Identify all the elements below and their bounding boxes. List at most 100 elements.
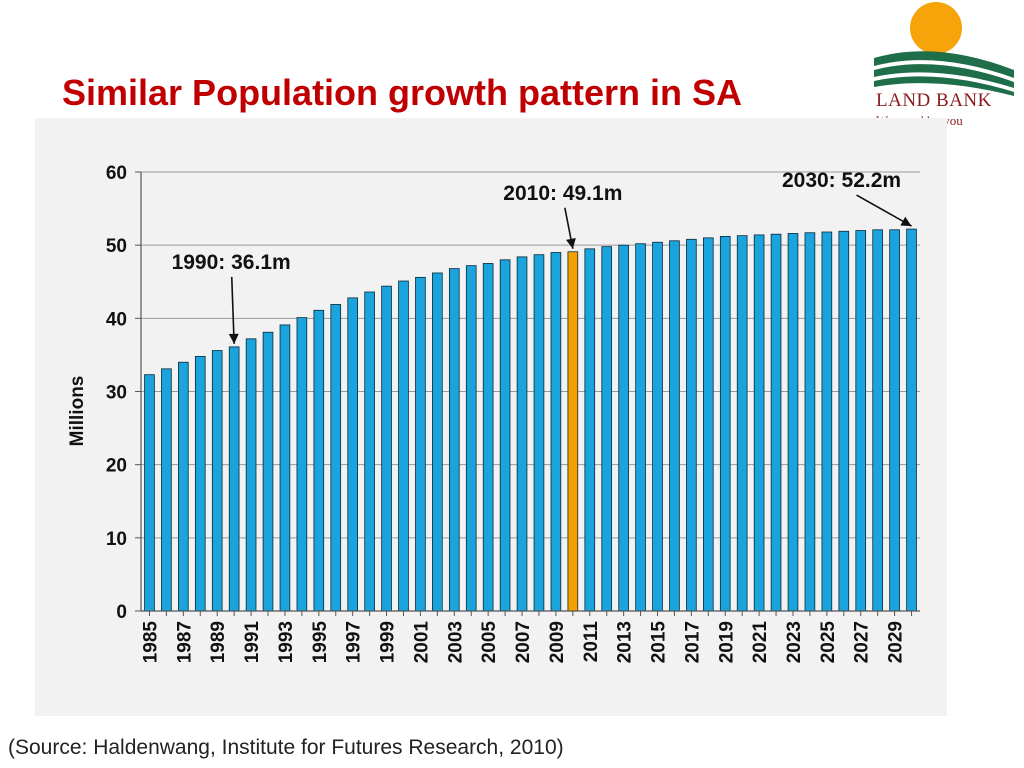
x-tick-label: 1997 (344, 621, 365, 663)
logo-stripe (874, 51, 1014, 78)
bar-2028 (872, 229, 883, 612)
bar-1990 (228, 346, 240, 612)
bar-2013 (618, 244, 629, 612)
chart-panel: 0 10 20 30 40 50 60 1985 1987 1989 1991 1993 1995 199… (35, 118, 947, 716)
annotation-label: 2010: 49.1m (503, 182, 622, 205)
bar-2005 (482, 263, 494, 612)
x-tick-label: 2015 (649, 621, 670, 664)
annotation-arrowhead (228, 333, 239, 344)
bar-1991 (245, 338, 257, 612)
bar-1988 (194, 355, 206, 612)
x-tick-label: 1987 (174, 621, 195, 663)
bar-2021 (753, 234, 765, 612)
bar-2017 (686, 238, 697, 612)
bar-2007 (516, 256, 528, 612)
bar-1999 (381, 285, 392, 612)
bar-2001 (415, 276, 426, 612)
bar-1997 (347, 297, 358, 612)
bar-2027 (855, 230, 867, 612)
x-tick-label: 1991 (242, 621, 263, 664)
bar-1993 (279, 324, 291, 612)
bar-2022 (770, 233, 782, 612)
y-tick-label: 0 (116, 602, 127, 623)
bar-2009 (550, 252, 562, 612)
x-tick-label: 2007 (513, 621, 534, 663)
bar-2002 (432, 272, 443, 612)
population-bar-chart: 0 10 20 30 40 50 60 1985 1987 1989 1991 1993 1995 199… (67, 163, 920, 663)
y-tick-label: 40 (106, 309, 127, 330)
logo-sun-icon (910, 2, 962, 54)
axes (135, 171, 920, 616)
x-tick-label: 2021 (750, 621, 771, 664)
tick-labels: 0 10 20 30 40 50 60 1985 1987 1989 1991 1993 1995 199… (106, 163, 907, 663)
x-tick-label: 2011 (581, 621, 602, 663)
y-tick-label: 10 (106, 529, 127, 550)
bar-series (144, 228, 917, 612)
bar-2016 (669, 240, 680, 612)
x-tick-label: 1989 (208, 621, 229, 663)
logo-stripe (874, 64, 1014, 88)
annotation-arrow (856, 194, 912, 227)
y-tick-label: 30 (106, 383, 127, 404)
bar-1987 (178, 361, 189, 612)
source-note: (Source: Haldenwang, Institute for Futur… (8, 736, 564, 759)
bar-2011 (584, 248, 596, 612)
bar-2019 (719, 235, 731, 612)
x-tick-label: 2005 (479, 621, 500, 664)
bar-2015 (652, 241, 663, 612)
bar-1995 (313, 309, 325, 612)
bar-1998 (364, 291, 375, 612)
bar-2020 (736, 235, 748, 612)
bar-2014 (635, 243, 646, 612)
bar-1989 (211, 350, 223, 612)
bar-1985 (144, 374, 155, 612)
bar-2030 (906, 228, 917, 612)
bar-2010 (567, 251, 579, 612)
annotation-arrowhead (566, 237, 576, 249)
annotation-label: 1990: 36.1m (172, 251, 291, 274)
x-tick-label: 2025 (818, 621, 839, 664)
y-tick-label: 60 (106, 163, 127, 184)
x-tick-label: 1999 (378, 621, 399, 663)
x-tick-label: 2019 (716, 621, 737, 663)
y-tick-label: 20 (106, 456, 127, 477)
grid-lines (141, 171, 920, 539)
x-tick-label: 1993 (276, 621, 297, 663)
x-tick-label: 2013 (615, 621, 636, 663)
bar-2003 (448, 268, 460, 612)
land-bank-logo: LAND BANK We stand by you (866, 0, 1024, 132)
y-axis-label: Millions (67, 376, 88, 447)
bar-2006 (499, 259, 511, 612)
y-tick-label: 50 (106, 236, 127, 257)
x-tick-label: 2001 (411, 621, 432, 664)
bar-2008 (533, 254, 545, 612)
slide-title: Similar Population growth pattern in SA (62, 72, 743, 113)
bar-2004 (465, 265, 477, 612)
logo-name: LAND BANK (876, 90, 992, 111)
x-tick-label: 2027 (852, 621, 873, 663)
annotations: 1990: 36.1m 2010: 49.1m 2030: 52.2m (172, 169, 912, 344)
annotation-arrow (230, 276, 235, 344)
bar-1992 (262, 331, 274, 612)
bar-2026 (838, 230, 850, 612)
x-tick-label: 1995 (310, 621, 331, 664)
bar-2025 (821, 231, 833, 612)
bar-2018 (703, 237, 714, 612)
bar-2029 (889, 229, 900, 612)
bar-2012 (601, 246, 613, 612)
annotation-label: 2030: 52.2m (782, 169, 901, 192)
bar-2024 (804, 232, 816, 612)
x-tick-label: 2023 (784, 621, 805, 663)
x-tick-label: 2003 (445, 621, 466, 663)
bar-1986 (161, 368, 172, 612)
x-tick-label: 1985 (140, 621, 161, 664)
x-tick-label: 2009 (547, 621, 568, 663)
logo-stripe (874, 76, 1014, 96)
bar-2023 (787, 233, 799, 612)
x-tick-label: 2029 (886, 621, 907, 663)
x-tick-label: 2017 (682, 621, 703, 663)
annotation-arrowhead (900, 216, 912, 227)
bar-1994 (296, 317, 308, 612)
bar-1996 (330, 304, 342, 612)
bar-2000 (398, 280, 409, 612)
